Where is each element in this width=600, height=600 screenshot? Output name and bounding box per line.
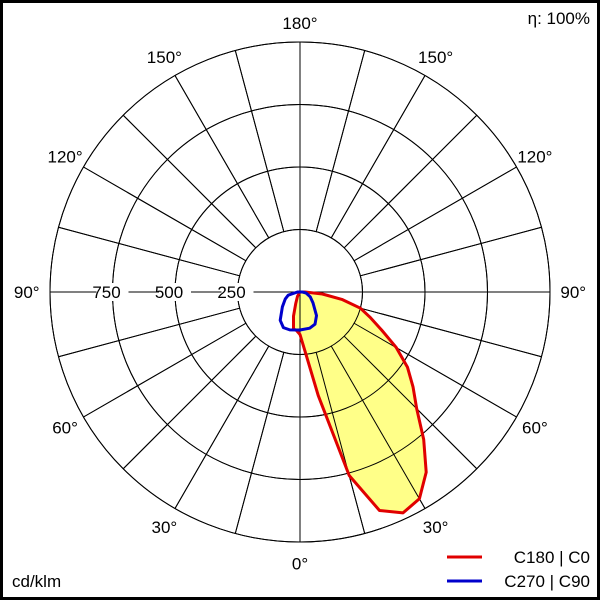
unit-label: cd/klm — [12, 572, 61, 591]
angle-label: 90° — [560, 283, 586, 302]
grid-spoke — [353, 166, 517, 262]
grid-spoke — [83, 166, 247, 262]
ring-label-bg — [96, 283, 129, 301]
angle-label: 60° — [522, 419, 548, 438]
ring-label: 750 — [92, 283, 120, 302]
legend-label-1: C270 | C90 — [504, 572, 590, 591]
angle-label: 120° — [48, 147, 83, 166]
grid-spoke — [234, 352, 285, 534]
grid-spoke — [330, 75, 426, 239]
grid-spoke — [122, 335, 257, 470]
series-line-0 — [292, 290, 428, 515]
grid-overlay — [49, 41, 551, 543]
grid-spoke — [315, 352, 366, 534]
angle-label: 30° — [423, 518, 449, 537]
grid-spoke — [343, 335, 478, 470]
ring-label: 500 — [155, 283, 183, 302]
curves — [49, 41, 551, 543]
angle-label: 90° — [14, 283, 40, 302]
grid-spoke — [343, 114, 478, 249]
grid-spoke — [330, 345, 426, 509]
grid-spoke — [353, 322, 517, 418]
labels: 250 500 750 180° 150° 150° 120° 120° 90° 90° 60° 60… — [14, 14, 586, 574]
angle-label: 0° — [292, 554, 308, 573]
series-line-1 — [278, 290, 318, 332]
chart-svg: 250 500 750 180° 150° 150° 120° 120° 90° 90° 60° 60… — [12, 9, 590, 591]
grid-spoke — [315, 50, 366, 232]
angle-label: 150° — [147, 48, 182, 67]
grid-spoke — [174, 345, 270, 509]
series-fill-0 — [293, 292, 427, 513]
grid-spoke — [58, 307, 240, 358]
legend-label-0: C180 | C0 — [514, 548, 590, 567]
legend: C180 | C0 C270 | C90 — [447, 548, 590, 591]
angle-label: 120° — [517, 147, 552, 166]
grid-spoke — [58, 226, 240, 277]
grid-spoke — [174, 75, 270, 239]
polar-chart: 250 500 750 180° 150° 150° 120° 120° 90° 90° 60° 60… — [3, 3, 597, 597]
angle-label: 30° — [152, 518, 178, 537]
grid-spoke — [360, 226, 542, 277]
grid-spoke — [360, 307, 542, 358]
ring-label: 250 — [217, 283, 245, 302]
efficiency-label: η: 100% — [528, 9, 590, 28]
ring-label-bg — [159, 283, 191, 301]
grid-spoke — [83, 322, 247, 418]
grid-spoke — [234, 50, 285, 232]
angle-label: 60° — [52, 419, 78, 438]
angle-label: 150° — [418, 48, 453, 67]
ring-label-bg — [221, 283, 254, 301]
angle-label: 180° — [282, 14, 317, 33]
grid-spoke — [122, 114, 257, 249]
